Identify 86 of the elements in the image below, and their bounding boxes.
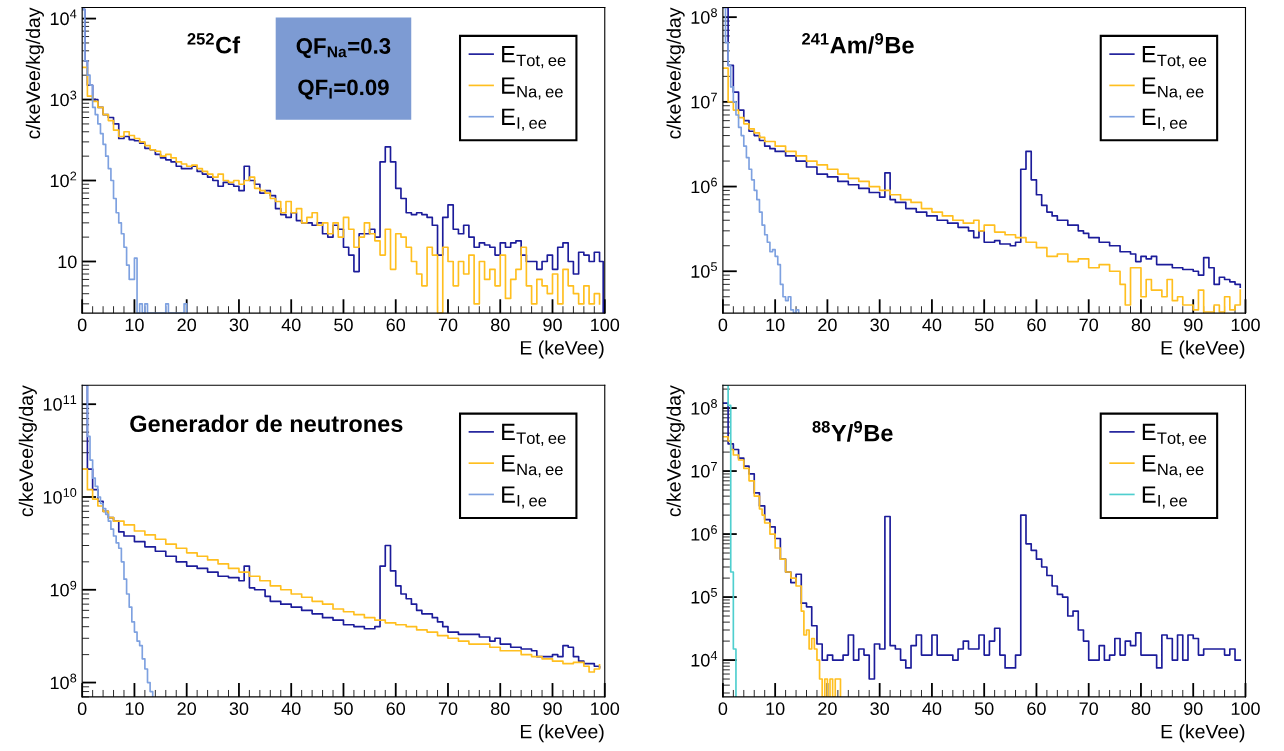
x-tick-label: 0 (718, 318, 728, 332)
legend-label: E$_{Tot,ee}$ (1142, 423, 1207, 446)
legend-label: E$_{Tot,ee}$ (1142, 46, 1207, 69)
y-axis-title: c/keVee/kg/day (666, 7, 685, 139)
x-tick-label: 20 (177, 702, 197, 716)
x-tick-label: 100 (1231, 702, 1260, 716)
x-tick-label: 60 (1027, 702, 1046, 716)
y-tick-label: 10$^{7}$ (691, 462, 717, 478)
legend-label: E$_{Na,ee}$ (1142, 455, 1204, 478)
x-tick-label: 60 (386, 702, 406, 716)
y-tick-label: 10$^{4}$ (50, 9, 77, 26)
x-tick-label: 20 (177, 318, 197, 332)
x-tick-label: 30 (229, 318, 249, 332)
legend-label: E$_{Na,ee}$ (502, 77, 563, 100)
legend-label: E$_{Tot,ee}$ (502, 46, 566, 69)
legend-label: E$_{I,ee}$ (1142, 486, 1187, 509)
x-tick-label: 80 (490, 318, 510, 332)
x-axis-title: E (keVee) (520, 340, 604, 359)
x-tick-label: 0 (718, 702, 728, 716)
x-tick-label: 0 (77, 702, 87, 716)
x-tick-label: 90 (1184, 318, 1203, 332)
y-axis-title: c/keVee/kg/day (666, 385, 685, 517)
legend-label: E$_{I,ee}$ (502, 486, 547, 509)
y-tick-label: 10$^{8}$ (691, 399, 717, 415)
legend-label: E$_{Na,ee}$ (1142, 77, 1204, 100)
x-tick-label: 90 (543, 702, 562, 716)
x-tick-label: 60 (386, 318, 406, 332)
x-tick-label: 40 (922, 318, 942, 332)
y-tick-label: 10$^{5}$ (691, 588, 717, 604)
x-tick-label: 40 (281, 702, 301, 716)
y-tick-label: 10$^{6}$ (691, 177, 717, 194)
x-tick-label: 10 (125, 702, 144, 716)
x-tick-label: 10 (766, 702, 785, 716)
x-tick-label: 50 (334, 318, 353, 332)
x-tick-label: 100 (591, 702, 620, 716)
legend-label: E$_{Tot,ee}$ (502, 423, 566, 446)
x-tick-label: 80 (490, 702, 510, 716)
text: QF$_{Na}$=0.3 QF$_{I}$=0.09 (296, 38, 391, 100)
x-tick-label: 60 (1027, 318, 1046, 332)
x-tick-label: 70 (438, 702, 458, 716)
x-tick-label: 70 (1079, 318, 1099, 332)
y-tick-label: 10$^{2}$ (50, 171, 77, 188)
x-tick-label: 20 (818, 318, 837, 332)
x-tick-label: 30 (870, 702, 889, 716)
x-tick-label: 70 (1079, 702, 1099, 716)
x-tick-label: 40 (281, 318, 301, 332)
y-tick-label: 10$^{7}$ (691, 92, 717, 109)
x-axis-title: E (keVee) (520, 724, 604, 743)
x-tick-label: 80 (1131, 702, 1151, 716)
y-tick-label: 10$^{6}$ (691, 525, 717, 541)
annotation: $^{241}$Am/$^{9}$Be (802, 33, 914, 54)
y-tick-label: 10$^{3}$ (50, 90, 77, 107)
x-tick-label: 20 (818, 702, 837, 716)
x-axis-title: E (keVee) (1161, 340, 1245, 359)
x-tick-label: 0 (77, 318, 87, 332)
y-axis-title: c/keVee/kg/day (18, 385, 37, 517)
x-tick-label: 10 (766, 318, 785, 332)
x-axis-title: E (keVee) (1161, 724, 1245, 743)
x-tick-label: 50 (334, 702, 353, 716)
x-tick-label: 100 (1231, 318, 1260, 332)
x-tick-label: 50 (974, 318, 994, 332)
x-tick-label: 40 (922, 702, 942, 716)
y-tick-label: 10$^{8}$ (50, 673, 77, 690)
x-tick-label: 100 (591, 318, 620, 332)
x-tick-label: 90 (1184, 702, 1203, 716)
y-tick-label: 10$^{4}$ (691, 651, 718, 667)
x-tick-label: 30 (870, 318, 889, 332)
legend-label: E$_{I,ee}$ (1142, 108, 1187, 131)
y-tick-label: 10$^{11}$ (43, 395, 77, 411)
x-tick-label: 10 (125, 318, 144, 332)
legend-label: E$_{Na,ee}$ (502, 455, 563, 478)
y-tick-label: 10$^{5}$ (691, 262, 717, 278)
y-tick-label: 10 (58, 255, 77, 269)
x-tick-label: 30 (229, 702, 249, 716)
y-axis-title: c/keVee/kg/day (25, 7, 44, 139)
x-tick-label: 90 (543, 318, 562, 332)
y-tick-label: 10$^{9}$ (50, 580, 77, 597)
x-tick-label: 70 (438, 318, 458, 332)
annotation: Generador de neutrones (130, 414, 403, 433)
y-tick-label: 10$^{8}$ (691, 8, 717, 24)
annotation: $^{88}$Y/$^{9}$Be (812, 420, 893, 442)
x-tick-label: 80 (1131, 318, 1151, 332)
annotation: $^{252}$Cf (187, 33, 241, 54)
legend-label: E$_{I,ee}$ (502, 108, 547, 131)
x-tick-label: 50 (974, 702, 994, 716)
y-tick-label: 10$^{10}$ (43, 488, 77, 504)
